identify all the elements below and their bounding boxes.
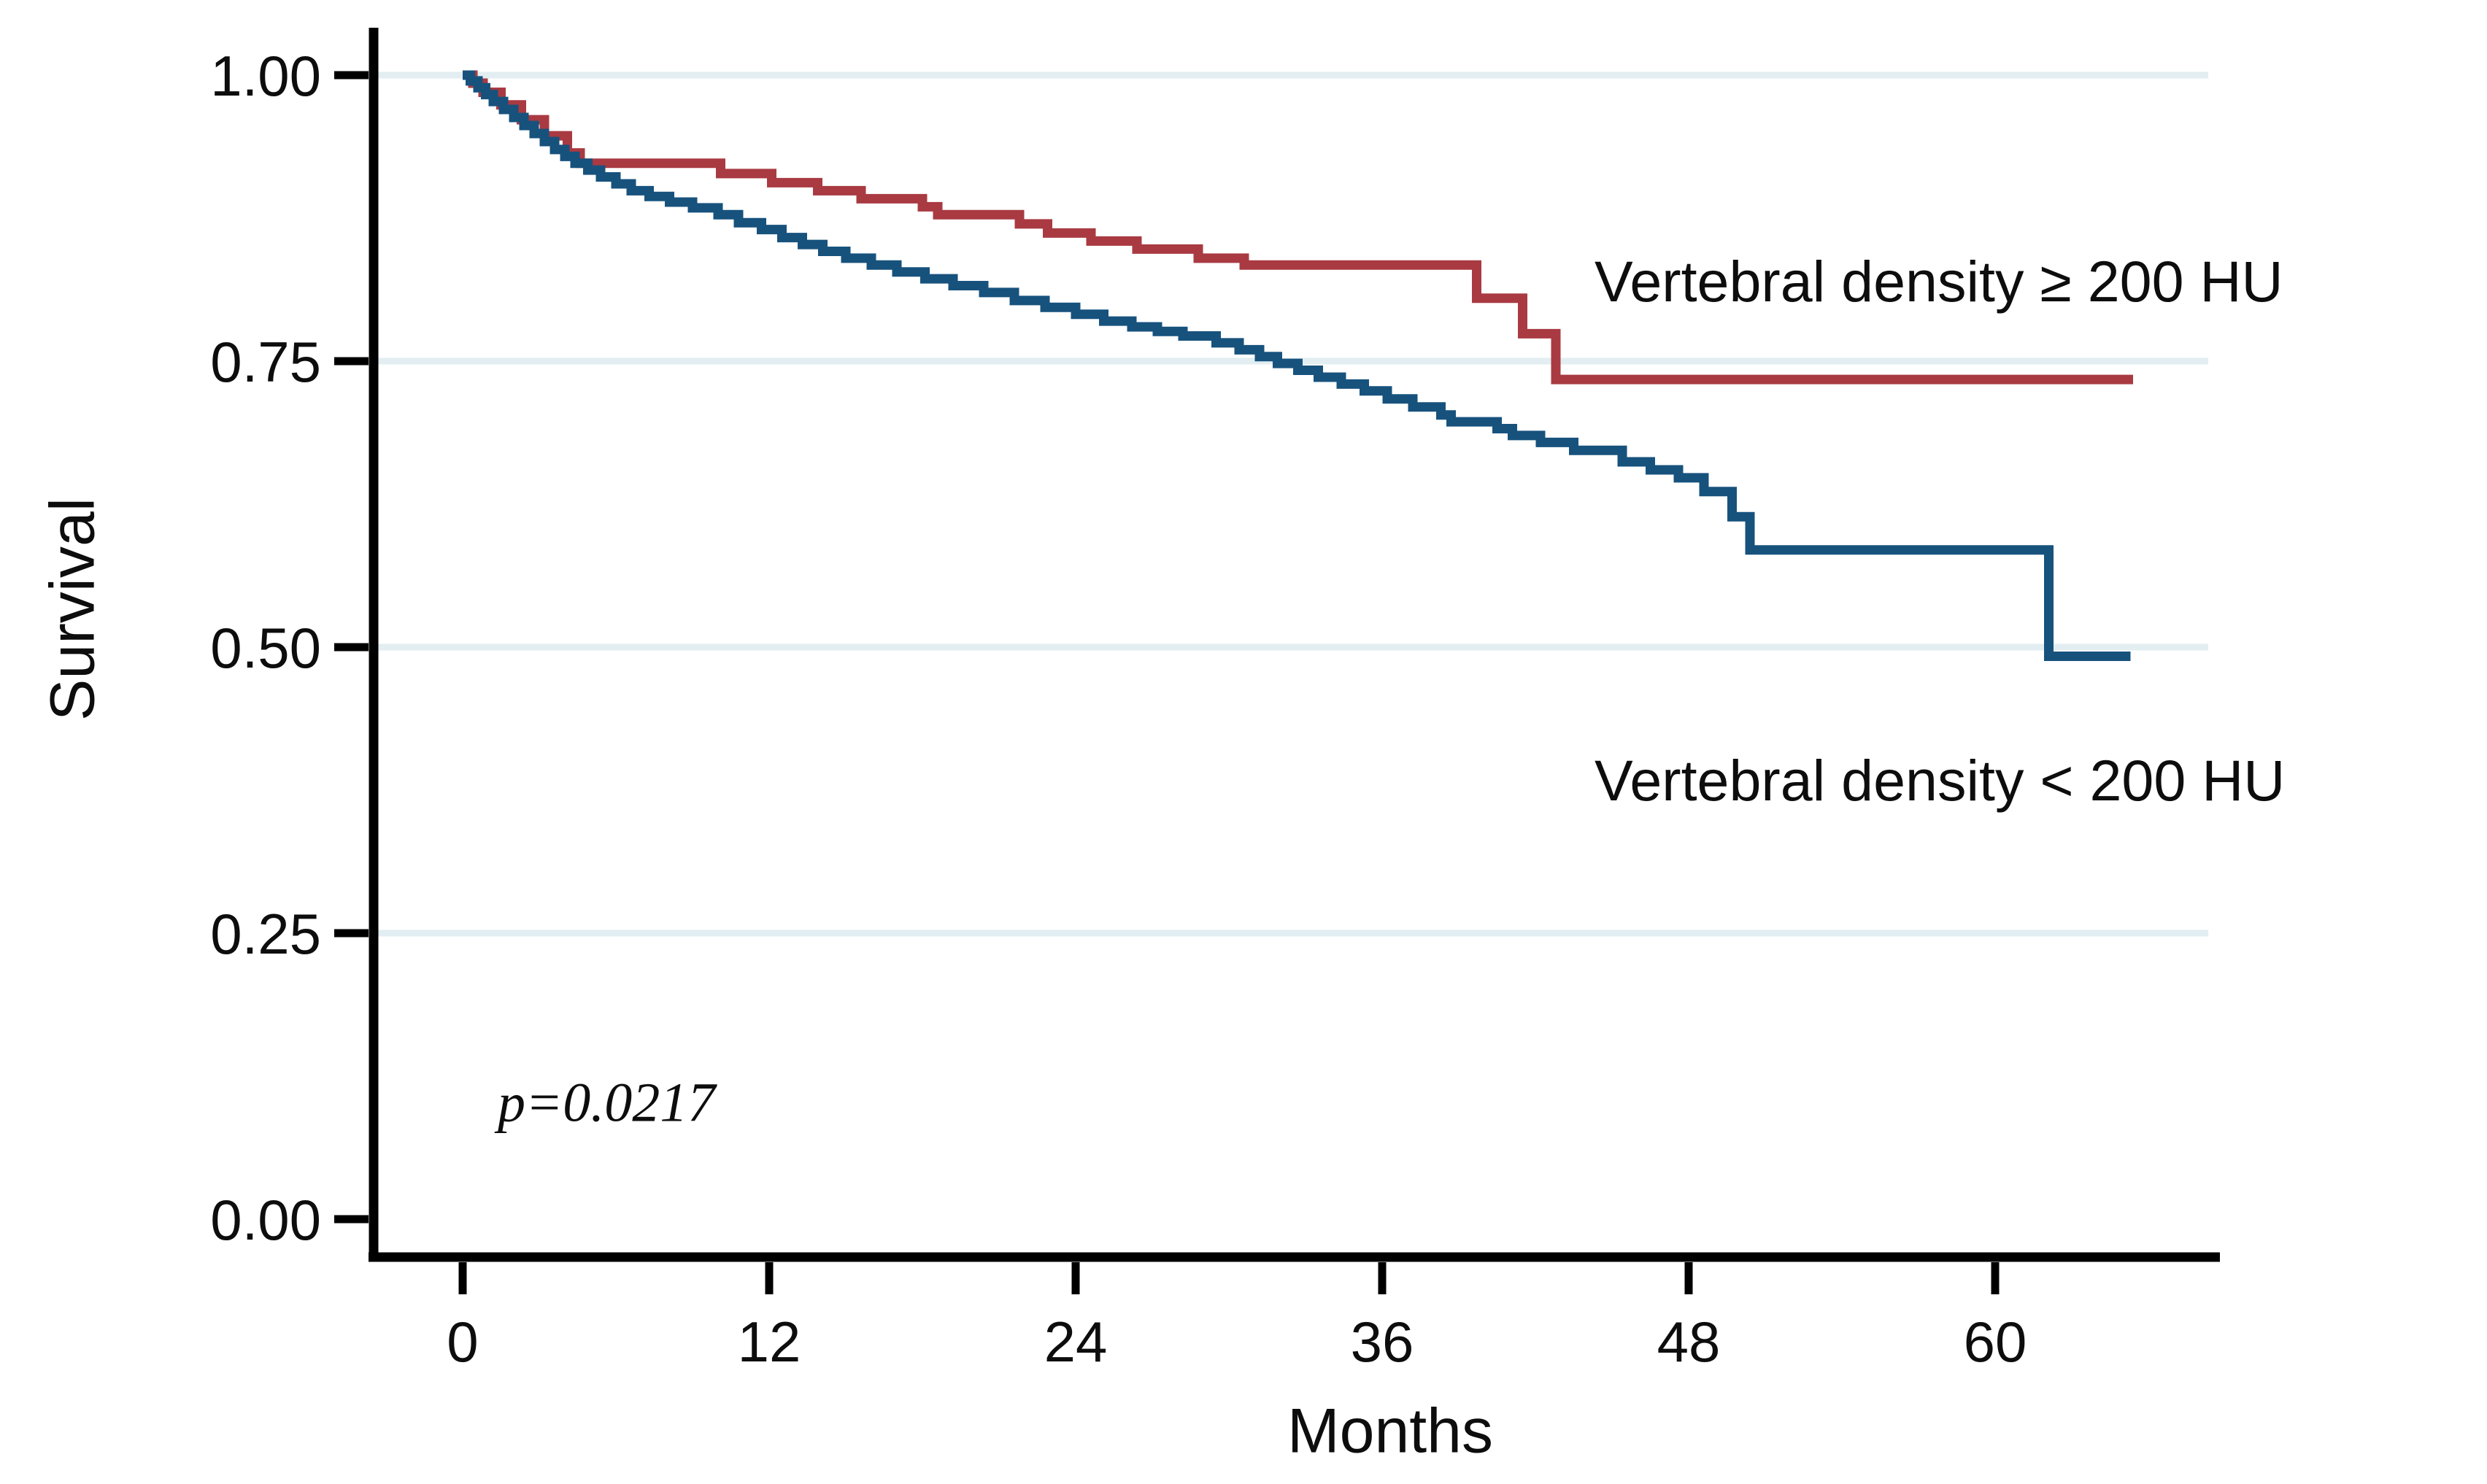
x-tick-label-60: 60: [1964, 1310, 2027, 1374]
x-tick-label-24: 24: [1044, 1310, 1108, 1374]
x-tick-label-48: 48: [1657, 1310, 1721, 1374]
km-curve-density-lt-200: [463, 70, 2131, 662]
y-tick-label-0.50: 0.50: [210, 616, 321, 680]
p-value-annotation: p=0.0217: [498, 1072, 716, 1134]
x-axis-title: Months: [1287, 1396, 1494, 1466]
series-label-density-lt-200: Vertebral density < 200 HU: [1595, 748, 2286, 813]
y-tick-label-0.00: 0.00: [210, 1188, 321, 1252]
x-tick-label-36: 36: [1351, 1310, 1414, 1374]
x-tick-label-12: 12: [738, 1310, 801, 1374]
y-tick-label-0.25: 0.25: [210, 902, 321, 966]
y-tick-label-0.75: 0.75: [210, 330, 321, 394]
km-curve-density-ge-200: [463, 70, 2133, 384]
y-tick-label-1.00: 1.00: [210, 44, 321, 108]
x-tick-label-0: 0: [447, 1310, 478, 1374]
series-label-density-ge-200: Vertebral density ≥ 200 HU: [1595, 249, 2283, 314]
y-axis-title: Survival: [37, 498, 108, 721]
